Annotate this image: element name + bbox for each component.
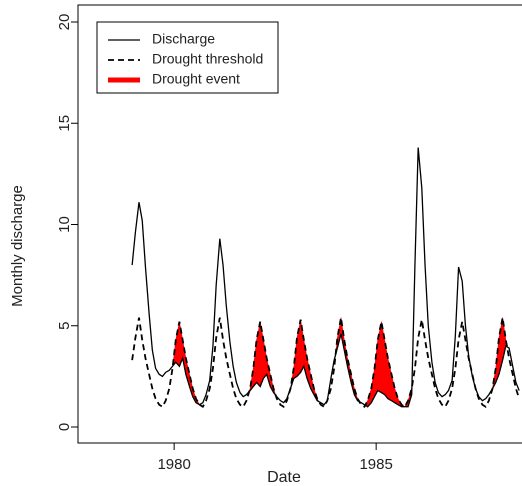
x-axis-label: Date <box>267 469 301 486</box>
x-tick-label: 1985 <box>359 456 392 473</box>
drought-event-fill <box>391 374 396 404</box>
y-tick-label: 0 <box>56 423 73 431</box>
drought-event-fill <box>381 321 385 396</box>
plot-frame <box>77 4 522 444</box>
threshold-line <box>131 317 521 409</box>
drought-event-fill <box>377 321 382 394</box>
y-tick-label: 15 <box>56 115 73 132</box>
plot-area <box>131 147 521 409</box>
legend-label: Discharge <box>152 31 215 47</box>
legend-label: Drought event <box>152 71 240 87</box>
y-tick-label: 10 <box>56 216 73 233</box>
drought-event-fill <box>175 321 180 368</box>
y-tick-label: 20 <box>56 14 73 31</box>
legend-label: Drought threshold <box>152 51 263 67</box>
y-tick-label: 5 <box>56 322 73 330</box>
discharge-line <box>131 147 520 408</box>
x-tick-label: 1980 <box>157 456 190 473</box>
y-axis-label: Monthly discharge <box>9 185 26 307</box>
